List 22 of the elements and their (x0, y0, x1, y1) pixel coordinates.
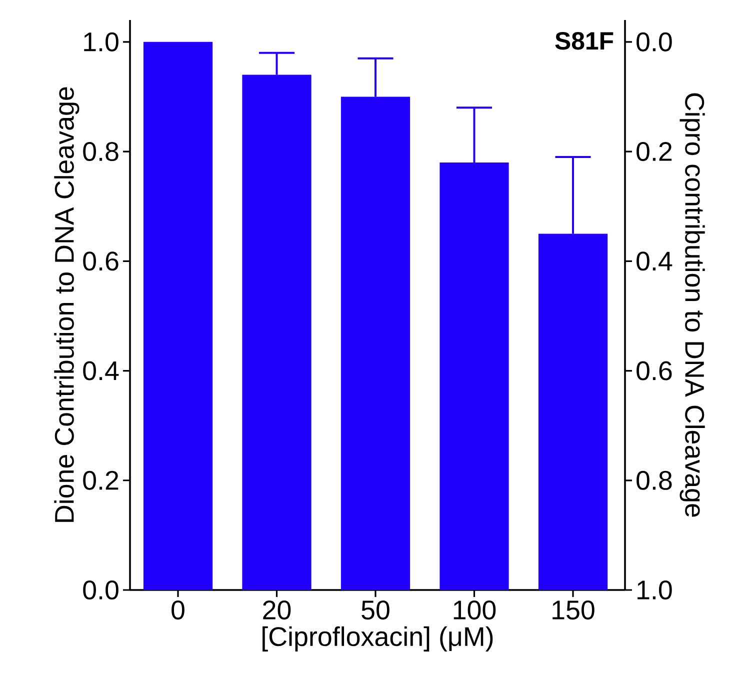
y-tick-label: 1.0 (84, 32, 118, 52)
x-tick-label: 150 (552, 600, 594, 620)
y-tick-label: 0.8 (83, 142, 118, 162)
y-tick-label: 0.4 (83, 361, 119, 380)
y-axis-title: Dione Contribution to DNA Cleavage (54, 87, 80, 522)
y2-tick-label: 0.6 (636, 361, 672, 380)
chart-title: S81F (555, 32, 614, 50)
y2-tick-label: 0.0 (636, 32, 672, 52)
y2-tick-label: 0.4 (636, 252, 672, 271)
x-axis-title: [Ciprofloxacin] (μM) (262, 626, 493, 652)
x-tick-label: 20 (263, 600, 291, 620)
y2-tick-label: 1.0 (638, 580, 672, 600)
x-tick-label: 0 (172, 600, 184, 620)
y2-axis-title: Cipro contribution to DNA Cleavage (680, 93, 705, 517)
bar (143, 42, 213, 590)
y-tick-label: 0.0 (83, 580, 118, 600)
y-tick-label: 0.6 (83, 252, 118, 271)
y2-tick-label: 0.2 (636, 142, 672, 162)
x-tick-label: 50 (362, 600, 390, 620)
x-tick-label: 100 (454, 600, 496, 620)
y2-tick-label: 0.8 (636, 470, 672, 490)
y-tick-label: 0.2 (83, 470, 118, 490)
